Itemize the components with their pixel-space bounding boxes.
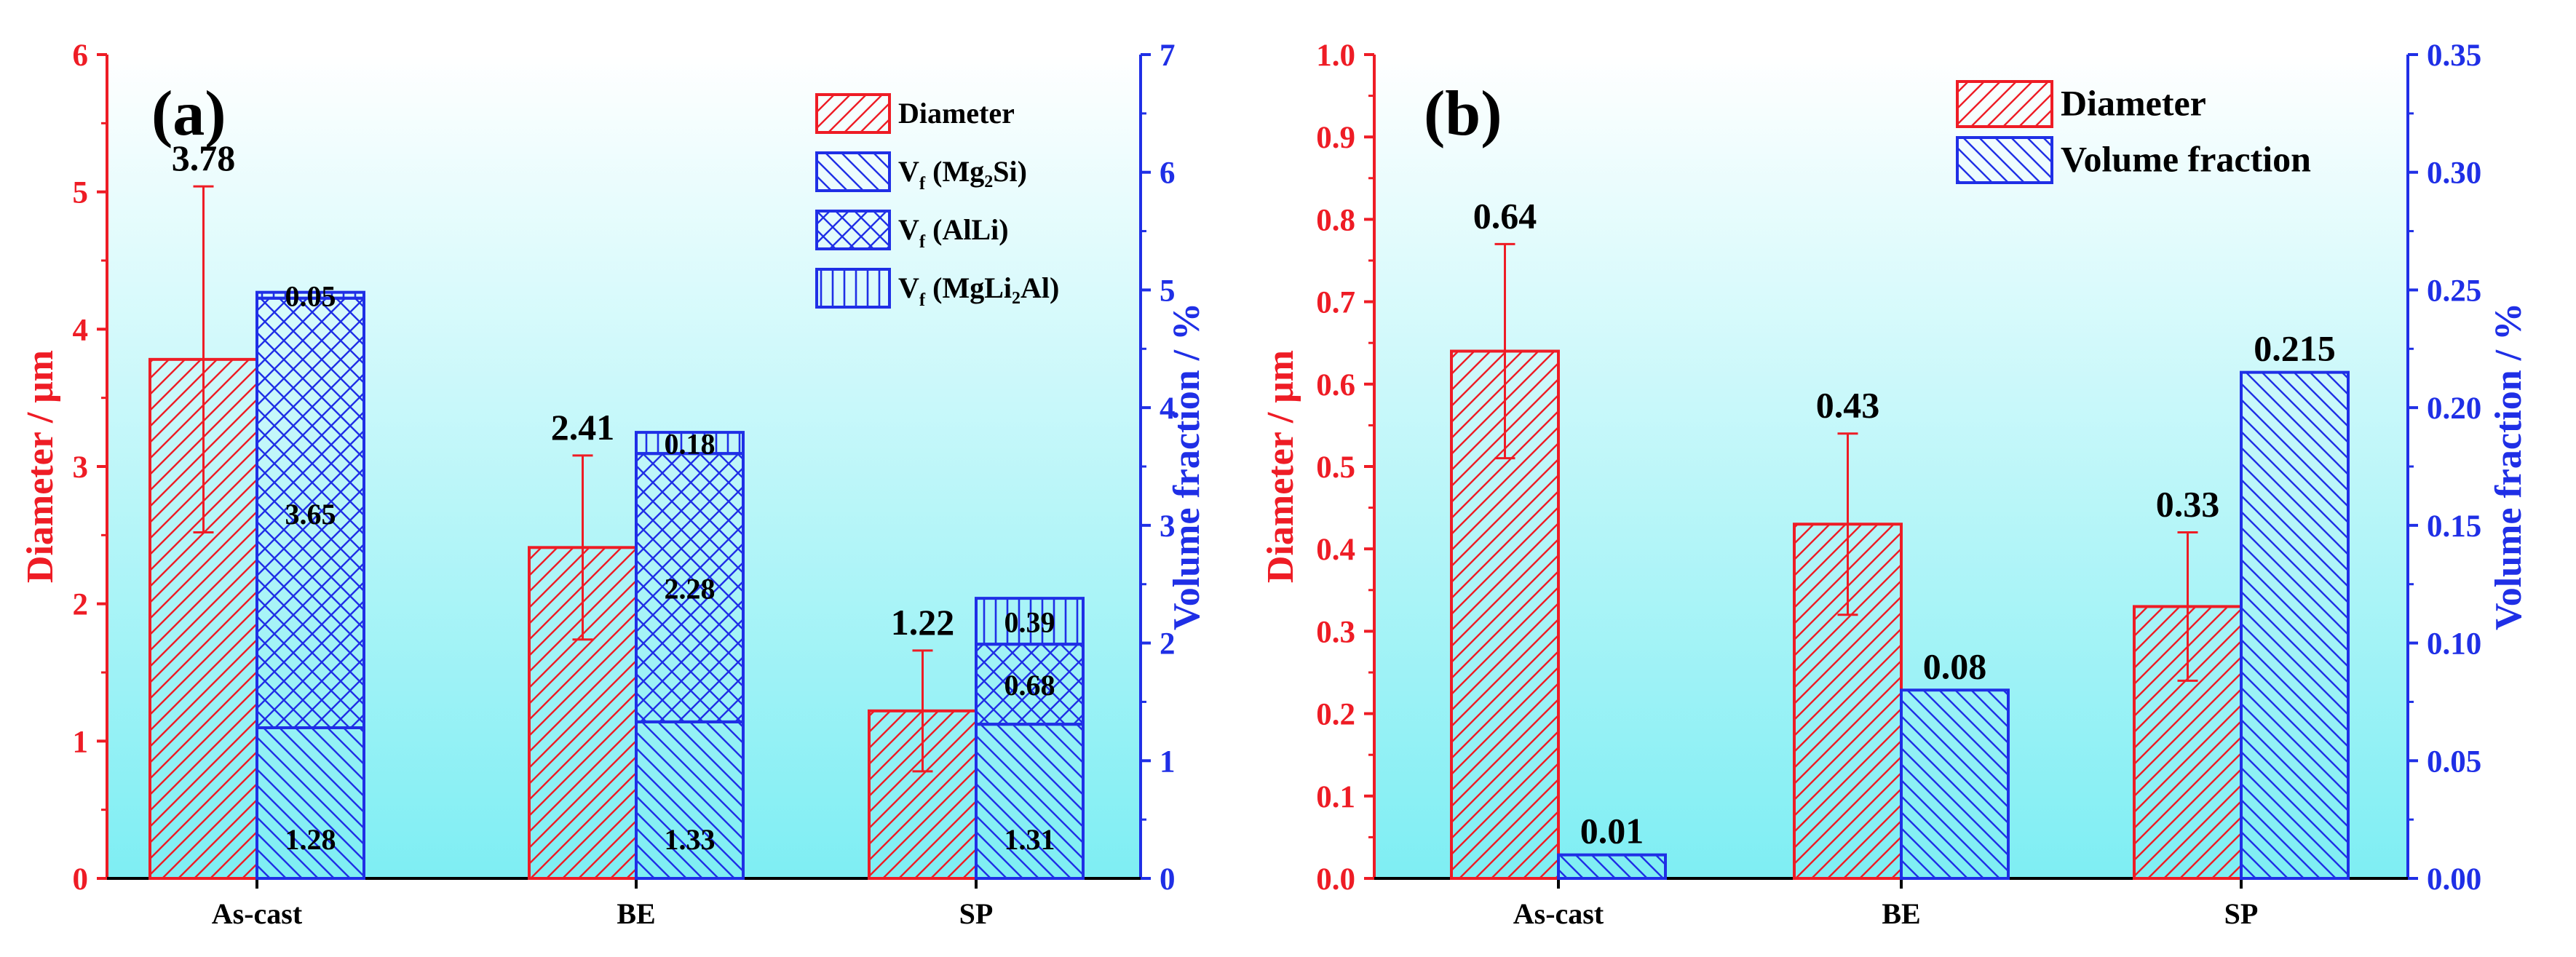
vf-value-label: 1.31 <box>1004 823 1055 856</box>
right-tick-label: 7 <box>1160 39 1176 73</box>
diameter-value-label: 1.22 <box>891 602 955 643</box>
right-tick-label: 0.05 <box>2427 744 2481 779</box>
vf-segment-2 <box>975 597 1085 646</box>
left-tick-label: 0.3 <box>1316 615 1355 649</box>
right-tick-label: 1 <box>1160 744 1176 779</box>
left-tick-label: 0.6 <box>1316 368 1355 402</box>
left-tick-label: 2 <box>73 588 89 622</box>
legend-label: Vf (MgLi₂Al) <box>898 271 1059 310</box>
vf-segment-2 <box>255 290 365 300</box>
category-label: SP <box>959 897 994 930</box>
category-label: As-cast <box>1513 897 1604 930</box>
vf-value-label: 2.28 <box>665 573 716 605</box>
vf-bar <box>1557 853 1667 880</box>
right-tick-label: 3 <box>1160 509 1176 544</box>
legend-swatch <box>1956 136 2053 184</box>
right-tick-label: 0 <box>1160 862 1176 897</box>
left-tick-label: 1.0 <box>1316 39 1355 73</box>
panel-label: (b) <box>1424 79 1502 149</box>
vf-bar <box>1900 688 2010 880</box>
right-tick-label: 5 <box>1160 274 1176 308</box>
vf-segment-1 <box>255 296 365 730</box>
legend-label: Diameter <box>2061 83 2206 124</box>
right-tick-label: 0.30 <box>2427 156 2481 191</box>
legend-swatch <box>815 210 891 250</box>
diameter-value-label: 2.41 <box>551 407 615 448</box>
vf-value-label: 0.08 <box>1923 646 1987 686</box>
vf-value-label: 0.68 <box>1004 669 1055 702</box>
vf-segment-1 <box>635 452 745 723</box>
vf-bar <box>2240 370 2350 880</box>
left-tick-label: 0.1 <box>1316 780 1355 814</box>
left-tick-label: 3 <box>73 450 89 485</box>
vf-segment-0 <box>975 723 1085 881</box>
right-tick-label: 0.10 <box>2427 627 2481 662</box>
diameter-value-label: 3.78 <box>172 138 236 178</box>
right-tick-label: 0.35 <box>2427 39 2481 73</box>
right-axis-title: Volume fraction / % <box>2488 303 2529 630</box>
vf-value-label: 1.28 <box>285 823 336 856</box>
legend-label: Volume fraction <box>2061 139 2311 180</box>
right-tick-label: 0.20 <box>2427 392 2481 426</box>
vf-value-label: 3.65 <box>285 498 336 531</box>
right-tick-label: 0.00 <box>2427 862 2481 897</box>
left-tick-label: 0.7 <box>1316 286 1355 320</box>
legend-label: Vf (Mg₂Si) <box>898 155 1027 194</box>
panel-label: (a) <box>151 79 226 149</box>
vf-value-label: 0.18 <box>665 428 716 461</box>
left-axis-title: Diameter / μm <box>20 350 61 583</box>
legend-label: Vf (AlLi) <box>898 213 1009 252</box>
left-axis-title: Diameter / μm <box>1260 350 1301 583</box>
legend-swatch <box>1956 80 2053 128</box>
left-tick-label: 4 <box>73 313 89 347</box>
vf-value-label: 0.05 <box>285 280 336 313</box>
panel-a: 0 1 2 3 4 5 6 Diameter / μm 0 1 2 3 4 5 6 7 Volume fract… <box>20 39 1208 930</box>
left-tick-label: 0.0 <box>1316 862 1355 897</box>
left-tick-label: 0.2 <box>1316 698 1355 732</box>
vf-value-label: 0.39 <box>1004 606 1055 639</box>
vf-segment-2 <box>635 431 745 456</box>
legend-label: Diameter <box>898 97 1015 130</box>
vf-value-label: 1.33 <box>665 823 716 856</box>
left-tick-label: 0.8 <box>1316 203 1355 237</box>
left-tick-label: 5 <box>73 176 89 210</box>
left-tick-label: 1 <box>73 725 89 759</box>
right-axis-title: Volume fraction / % <box>1166 303 1208 630</box>
category-label: BE <box>617 897 655 930</box>
right-tick-label: 2 <box>1160 627 1176 662</box>
vf-segment-0 <box>255 726 365 881</box>
category-label: As-cast <box>212 897 303 930</box>
left-tick-label: 0 <box>73 862 89 897</box>
left-tick-label: 6 <box>73 39 89 73</box>
diameter-value-label: 0.43 <box>1816 385 1880 426</box>
diameter-value-label: 0.33 <box>2156 484 2220 525</box>
vf-value-label: 0.01 <box>1580 811 1644 851</box>
diameter-value-label: 0.64 <box>1473 195 1537 236</box>
left-tick-label: 0.4 <box>1316 533 1355 567</box>
left-tick-label: 0.5 <box>1316 450 1355 485</box>
vf-segment-1 <box>975 643 1085 726</box>
legend-swatch <box>815 151 891 192</box>
right-tick-label: 6 <box>1160 156 1176 191</box>
category-label: BE <box>1882 897 1920 930</box>
left-tick-label: 0.9 <box>1316 121 1355 155</box>
right-tick-label: 0.25 <box>2427 274 2481 308</box>
right-tick-label: 4 <box>1160 392 1176 426</box>
legend-swatch <box>815 268 891 309</box>
vf-segment-0 <box>635 720 745 880</box>
category-label: SP <box>2224 897 2259 930</box>
vf-value-label: 0.215 <box>2254 328 2336 369</box>
right-tick-label: 0.15 <box>2427 509 2481 544</box>
legend-swatch <box>815 93 891 134</box>
panel-b: 0.0 0.1 0.2 0.3 0.4 0.5 0.6 0.7 0.8 0.9 1.0 Diamete… <box>1260 39 2529 930</box>
